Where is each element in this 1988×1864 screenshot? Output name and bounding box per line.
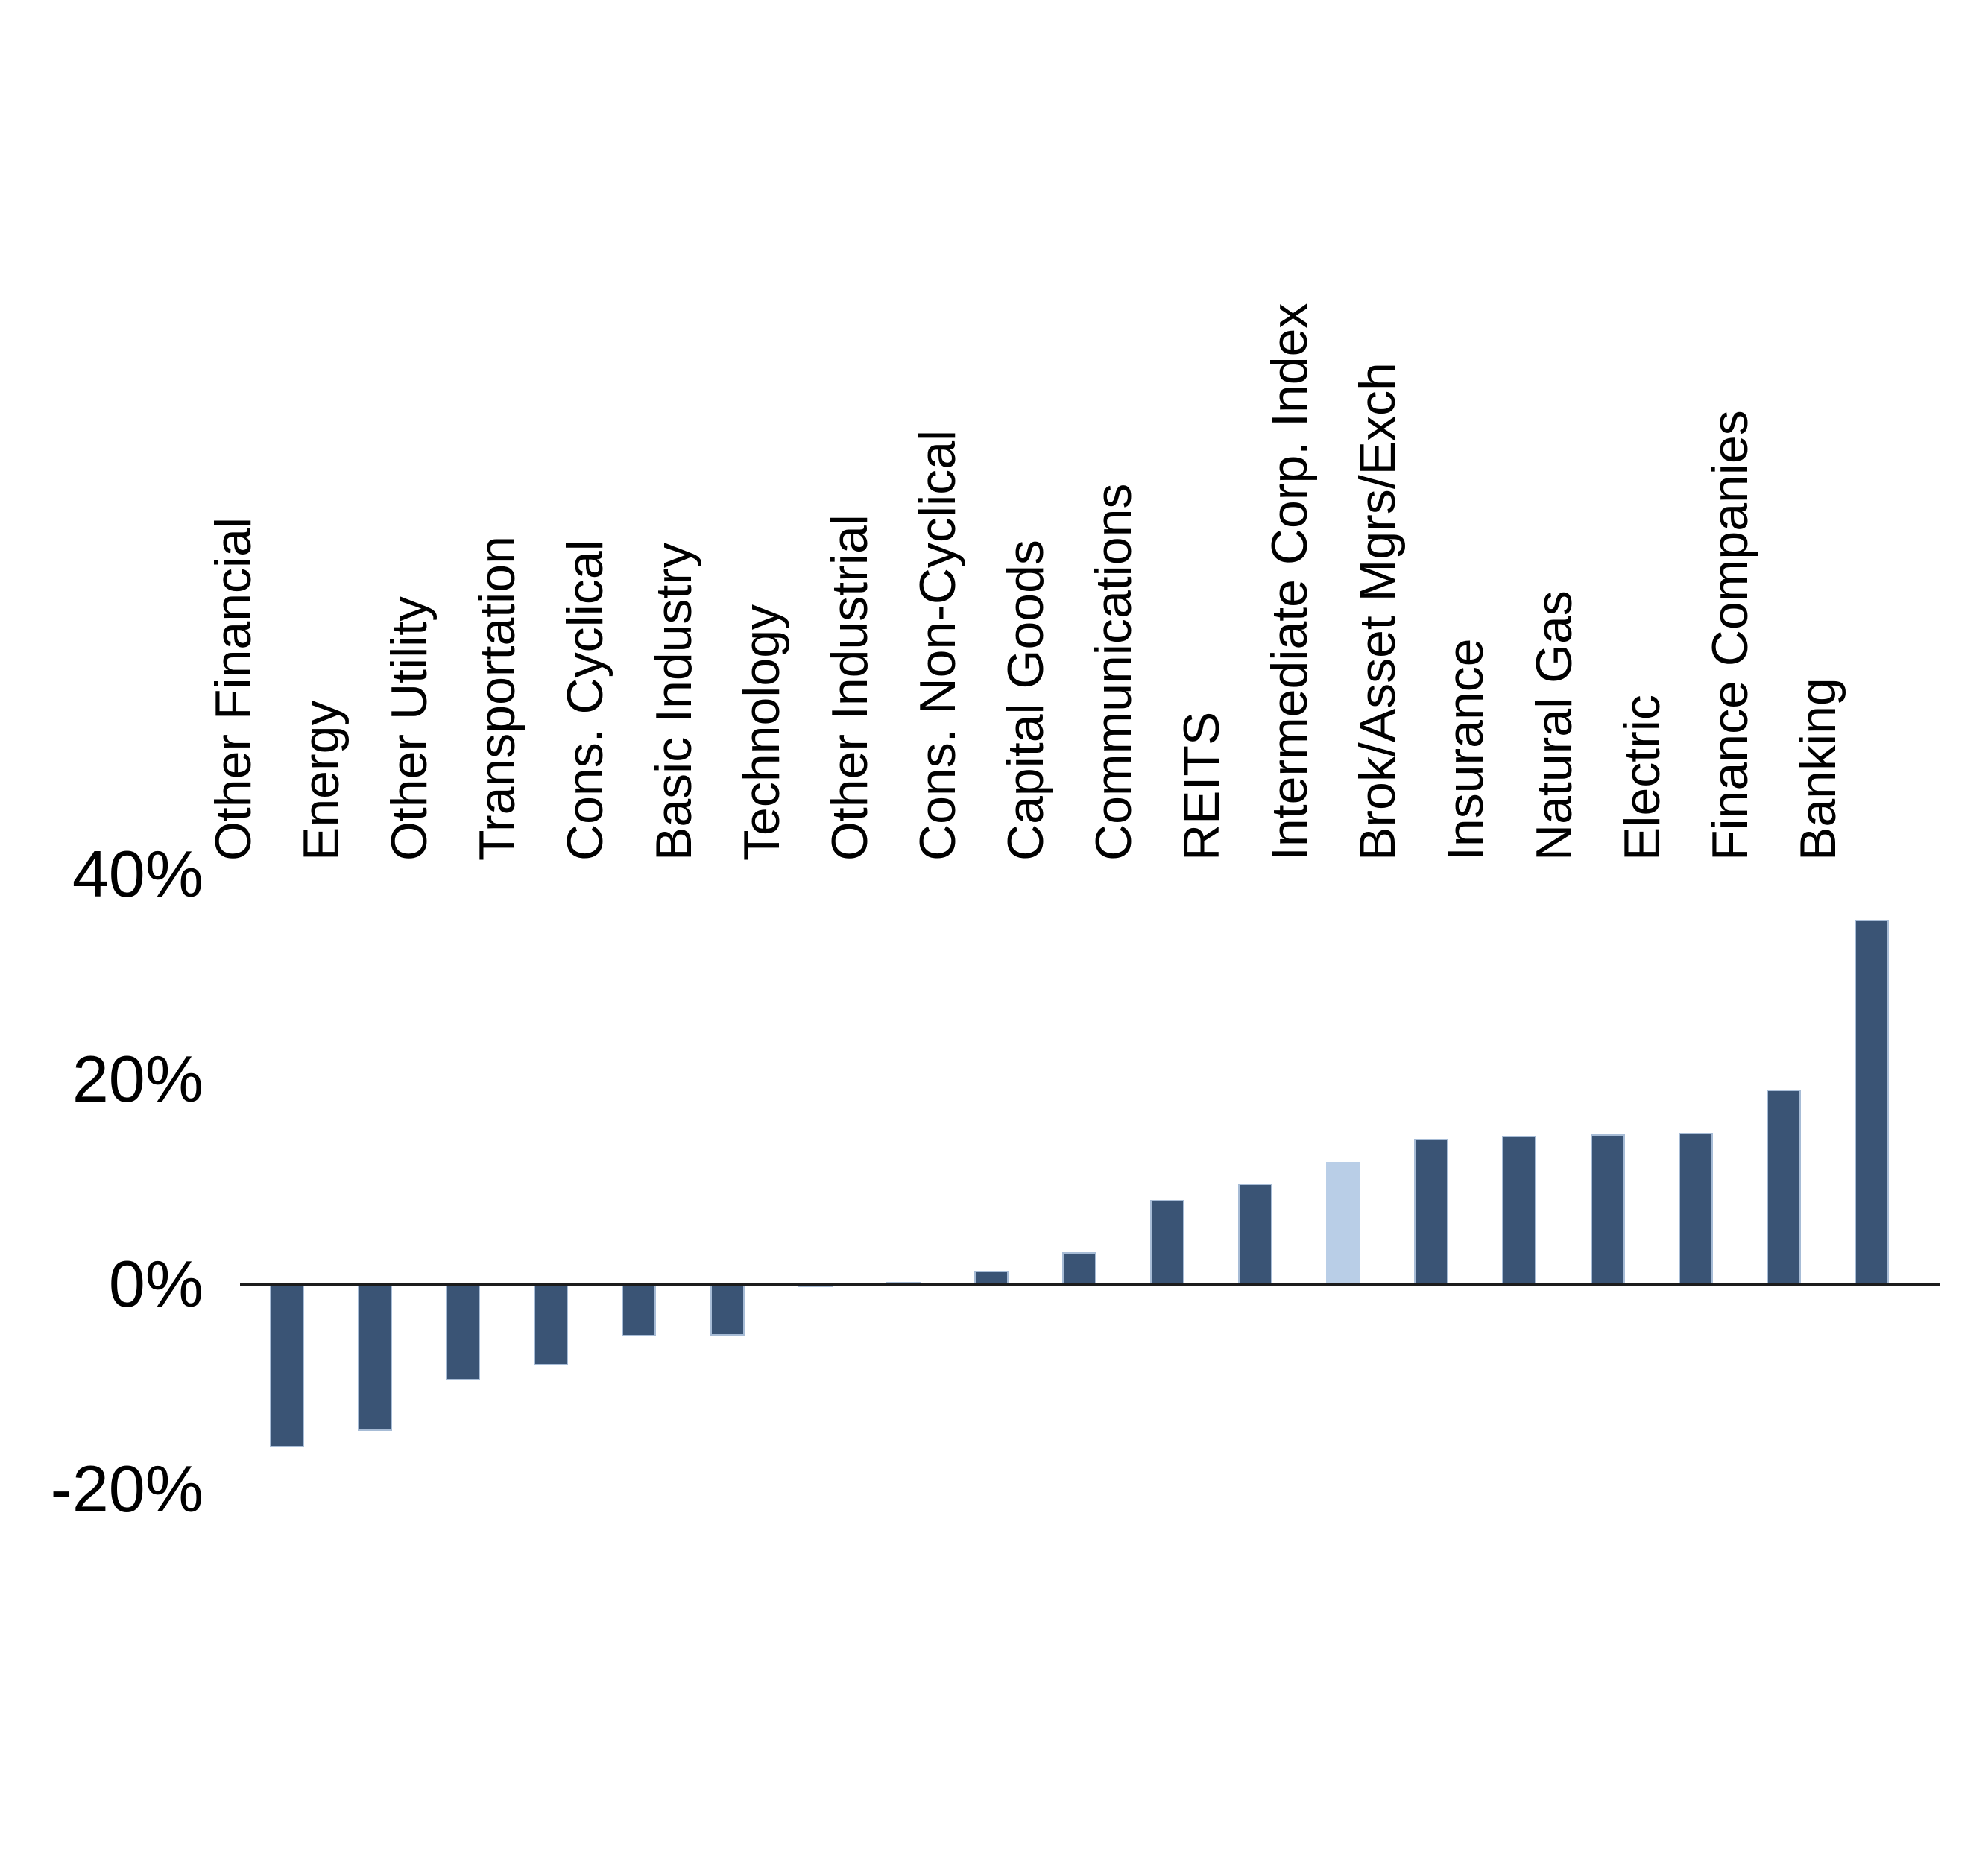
category-label: Other Industrial xyxy=(821,514,878,861)
bar-energy xyxy=(358,1284,392,1431)
category-label: Technology xyxy=(733,604,790,861)
category-label: Other Utility xyxy=(381,595,438,861)
bar-basic-industry xyxy=(710,1284,745,1336)
category-label: REITS xyxy=(1173,711,1230,861)
bar-intermediate-corp-index xyxy=(1326,1162,1360,1284)
category-label: Capital Goods xyxy=(997,540,1054,861)
bar-communications xyxy=(1150,1200,1184,1284)
category-label: Transportation xyxy=(469,536,526,861)
bar-finance-companies xyxy=(1767,1090,1801,1284)
bar-electric xyxy=(1679,1133,1713,1285)
category-label: Basic Industry xyxy=(646,542,702,861)
bar-insurance xyxy=(1502,1136,1536,1284)
category-label: Natural Gas xyxy=(1526,590,1582,861)
zero-baseline xyxy=(240,1283,1940,1286)
category-label: Brok/Asset Mgrs/Exch xyxy=(1349,362,1406,861)
category-label: Insurance xyxy=(1437,638,1494,861)
category-label: Cons. Cyclical xyxy=(557,540,613,861)
category-label: Other Financial xyxy=(205,516,262,861)
category-label: Electric xyxy=(1614,695,1670,861)
bar-capital-goods xyxy=(1062,1252,1096,1284)
y-tick-label: 20% xyxy=(72,1042,203,1116)
category-label: Cons. Non-Cyclical xyxy=(909,429,966,861)
bar-reits xyxy=(1238,1184,1272,1284)
bar-other-utility xyxy=(446,1284,480,1380)
bar-other-financial xyxy=(270,1284,304,1447)
bar-natural-gas xyxy=(1591,1134,1625,1284)
bar-banking xyxy=(1855,920,1889,1285)
category-label: Intermediate Corp. Index xyxy=(1261,303,1318,861)
category-label: Banking xyxy=(1790,677,1846,861)
category-label: Energy xyxy=(293,700,350,861)
y-tick-label: 40% xyxy=(72,837,203,911)
y-tick-label: 0% xyxy=(108,1247,203,1321)
bar-brok-asset-mgrs-exch xyxy=(1414,1139,1448,1284)
category-label: Communications xyxy=(1085,483,1142,861)
bar-transportation xyxy=(534,1284,568,1365)
category-label: Finance Companies xyxy=(1702,410,1758,861)
bar-cons-cyclical xyxy=(622,1284,656,1336)
y-tick-label: -20% xyxy=(50,1452,203,1526)
